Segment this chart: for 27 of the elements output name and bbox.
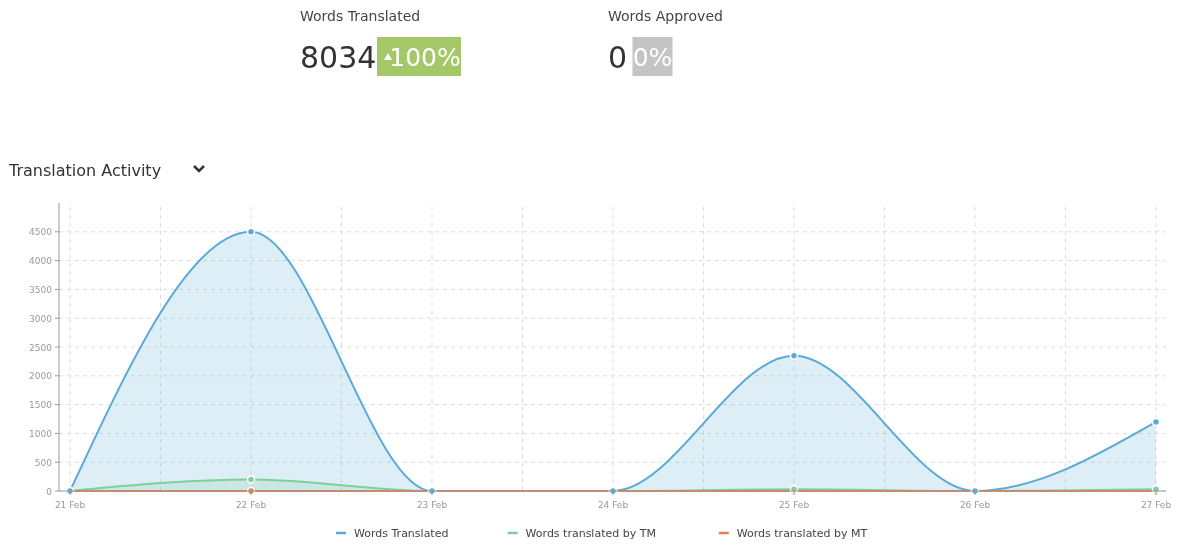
- text: 8034: [300, 40, 377, 75]
- y-tick-label: 1500: [29, 400, 53, 411]
- y-tick-label: 4500: [29, 227, 53, 238]
- y-tick-label: 3500: [29, 284, 53, 295]
- text: 0: [608, 40, 628, 75]
- x-tick-label: 23 Feb: [416, 500, 448, 510]
- chart-title: Translation Activity: [8, 161, 162, 180]
- y-tick-label: 1000: [29, 428, 53, 439]
- text: Words Translated: [300, 8, 421, 24]
- x-tick-label: 21 Feb: [54, 500, 86, 510]
- x-tick-label: 27 Feb: [1140, 500, 1172, 510]
- y-tick-label: 500: [34, 457, 53, 468]
- x-tick-label: 22 Feb: [235, 500, 267, 510]
- text: Words Approved: [608, 8, 723, 24]
- legend-label: Words translated by TM: [525, 527, 656, 540]
- y-tick-label: 4000: [29, 256, 53, 267]
- y-tick-label: 3000: [29, 313, 53, 324]
- x-tick-label: 24 Feb: [597, 500, 629, 510]
- y-tick-label: 2000: [29, 371, 53, 382]
- x-tick-label: 25 Feb: [778, 500, 810, 510]
- y-tick-label: 2500: [29, 342, 53, 353]
- legend-label: Words translated by MT: [736, 527, 868, 540]
- text: 100%: [389, 43, 461, 72]
- y-tick-label: 0: [46, 486, 53, 497]
- legend-label: Words Translated: [354, 527, 449, 540]
- x-tick-label: 26 Feb: [959, 500, 991, 510]
- text: 0%: [632, 43, 673, 72]
